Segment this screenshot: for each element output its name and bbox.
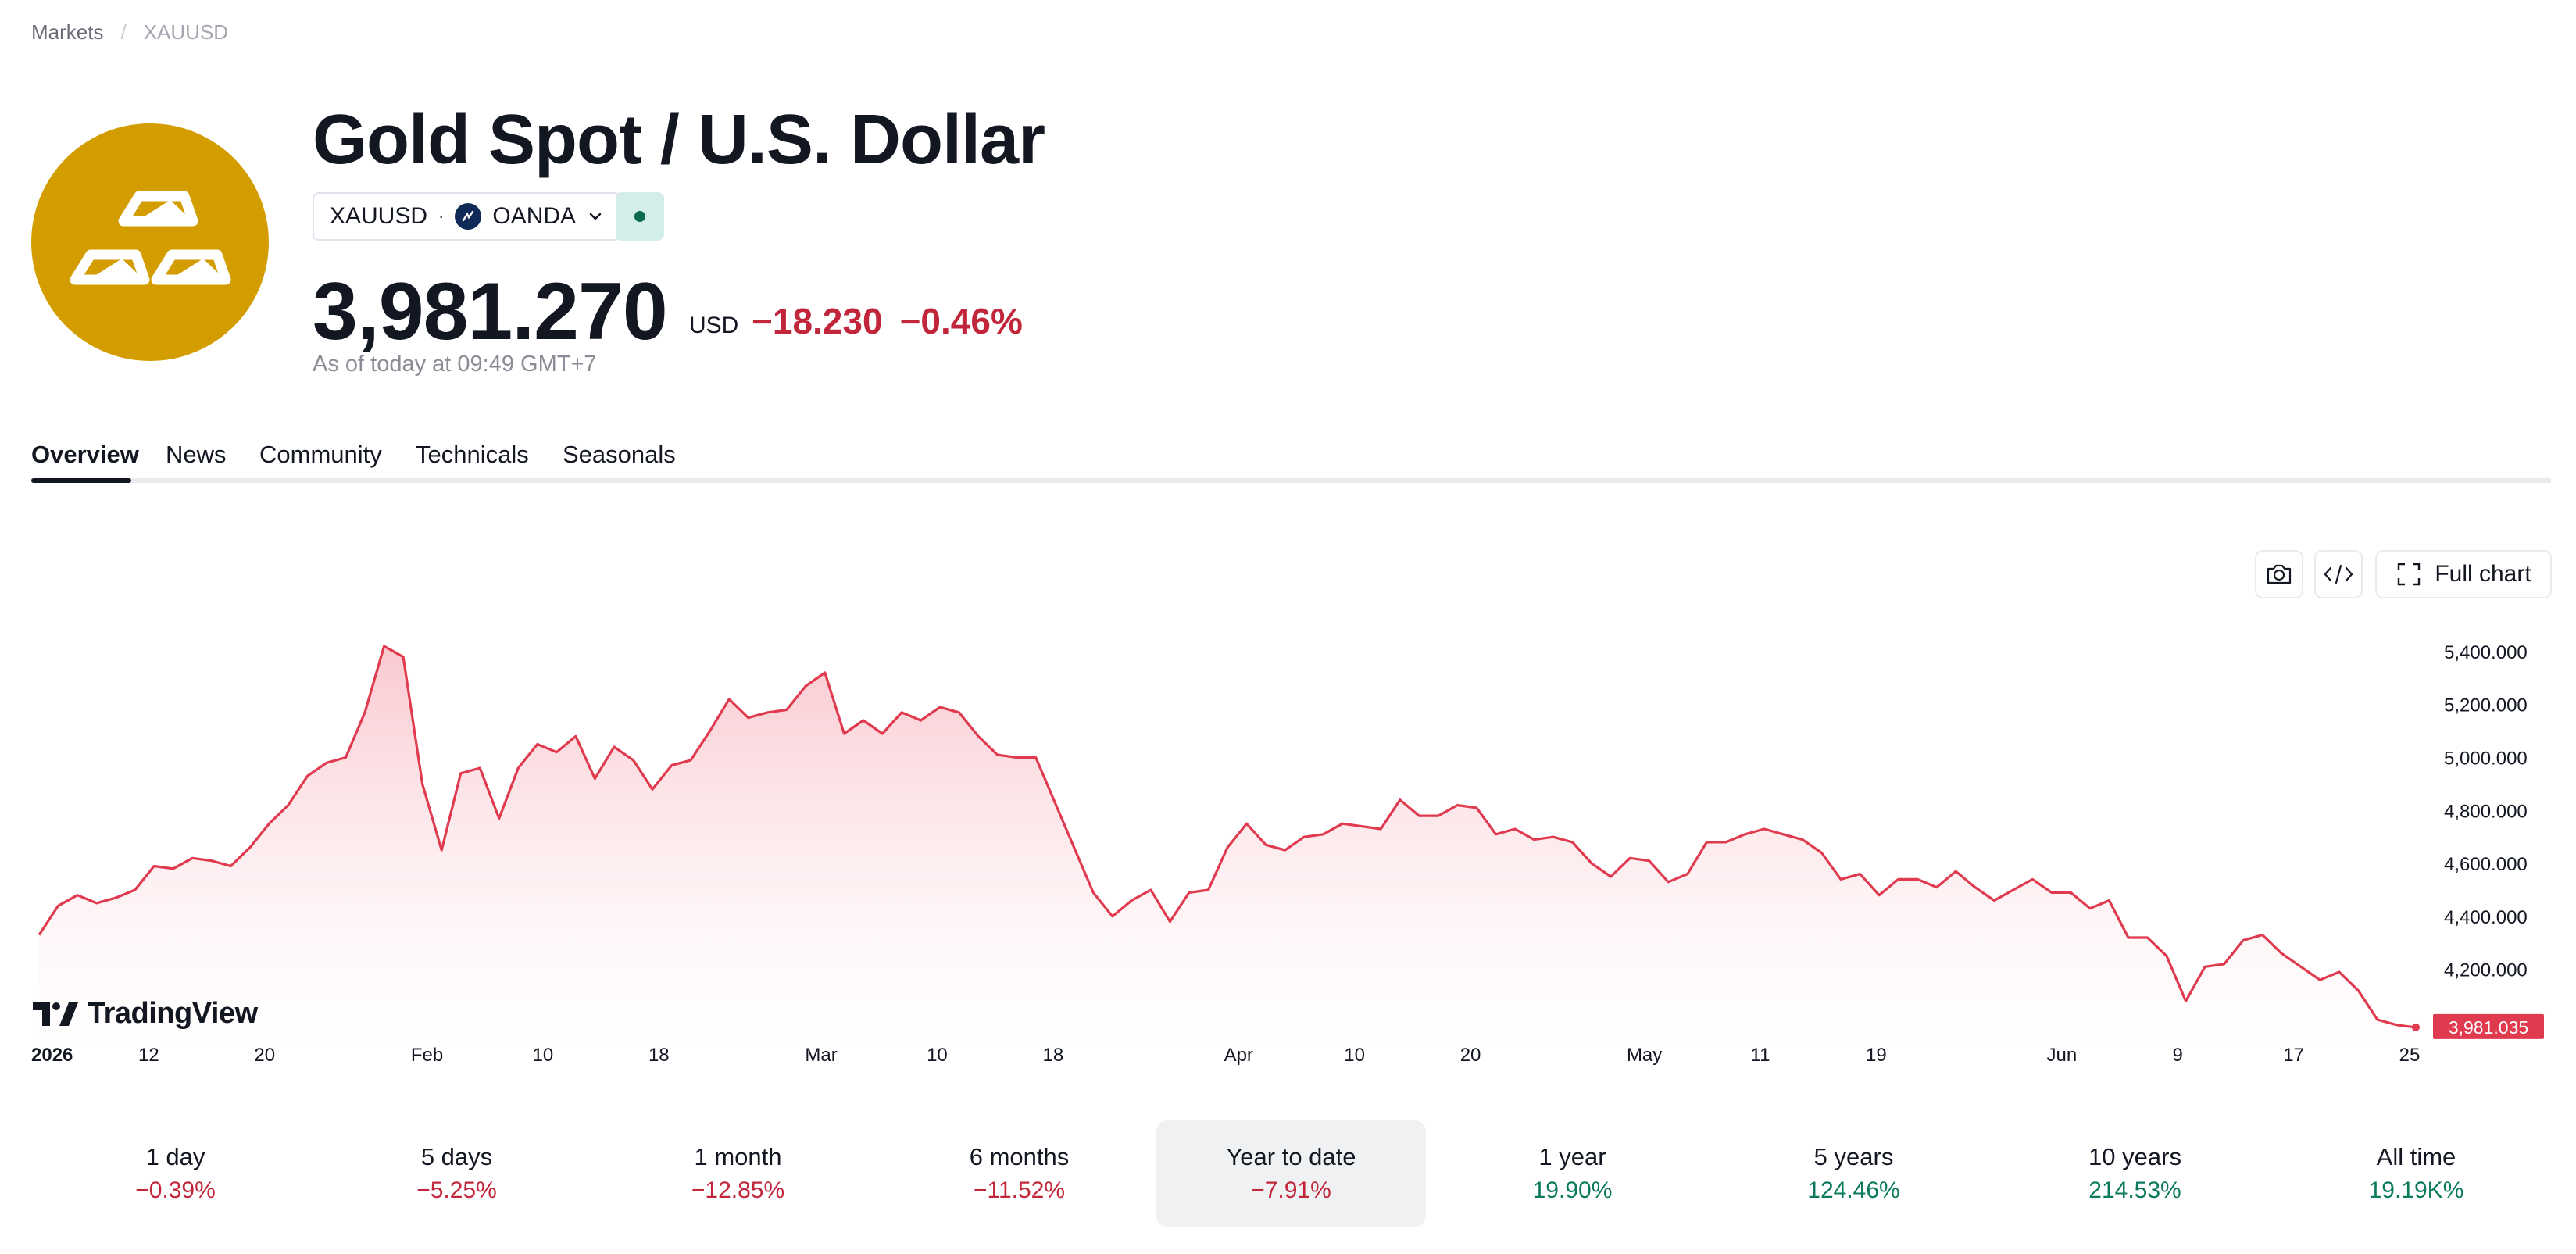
- price-line: [38, 645, 2417, 1029]
- breadcrumb-current: XAUUSD: [143, 20, 229, 44]
- y-axis-tick-label: 5,000.000: [2444, 748, 2528, 769]
- symbol-logo: [31, 123, 269, 361]
- breadcrumb-separator: /: [120, 20, 127, 44]
- change-percent: −0.46%: [899, 301, 1023, 341]
- range-5-years[interactable]: 5 years 124.46%: [1719, 1120, 1988, 1227]
- range-label: 1 year: [1538, 1143, 1606, 1170]
- performance-ranges: 1 day −0.39% 5 days −5.25% 1 month −12.8…: [31, 1120, 2551, 1227]
- tab-news[interactable]: News: [166, 441, 227, 468]
- tab-technicals[interactable]: Technicals: [416, 441, 529, 468]
- x-axis-tick-label: 20: [254, 1045, 275, 1066]
- code-icon: [2324, 564, 2353, 584]
- fullscreen-icon: [2398, 563, 2421, 586]
- market-open-dot: [634, 211, 645, 222]
- breadcrumb: Markets / XAUUSD: [31, 20, 228, 45]
- x-axis-tick-label: 10: [1344, 1045, 1365, 1066]
- range-value: −12.85%: [691, 1177, 785, 1203]
- range-value: −7.91%: [1251, 1177, 1331, 1203]
- last-price-label: 3,981.035: [2433, 1013, 2544, 1039]
- page-title: Gold Spot / U.S. Dollar: [313, 101, 1045, 179]
- tradingview-logo[interactable]: TradingView: [33, 997, 258, 1031]
- full-chart-label: Full chart: [2435, 561, 2531, 587]
- y-axis-tick-label: 4,800.000: [2444, 801, 2528, 822]
- range-value: −11.52%: [973, 1177, 1066, 1203]
- x-axis-tick-label: Jun: [2046, 1045, 2077, 1066]
- broker-name: OANDA: [492, 203, 577, 229]
- x-axis-tick-label: 19: [1866, 1045, 1887, 1066]
- range-1-year[interactable]: 1 year 19.90%: [1438, 1120, 1707, 1227]
- range-1-day[interactable]: 1 day −0.39%: [41, 1120, 310, 1227]
- embed-button[interactable]: [2314, 550, 2363, 598]
- gold-bars-icon: [70, 191, 231, 285]
- y-axis-tick-label: 4,600.000: [2444, 854, 2528, 875]
- range-label: 1 day: [145, 1143, 205, 1170]
- separator-dot: ·: [438, 206, 445, 226]
- active-tab-indicator: [31, 478, 131, 483]
- x-axis-tick-label: 25: [2399, 1045, 2421, 1066]
- snapshot-button[interactable]: [2255, 550, 2303, 598]
- change-absolute: −18.230: [752, 301, 883, 341]
- tab-seasonals[interactable]: Seasonals: [563, 441, 676, 468]
- range-all-time[interactable]: All time 19.19K%: [2281, 1120, 2551, 1227]
- range-value: 19.19K%: [2368, 1177, 2464, 1203]
- price-change: −18.230 −0.46%: [752, 300, 1023, 342]
- full-chart-button[interactable]: Full chart: [2375, 550, 2552, 598]
- symbol-tabs: Overview News Community Technicals Seaso…: [31, 441, 2551, 483]
- range-1-month[interactable]: 1 month −12.85%: [603, 1120, 873, 1227]
- chevron-down-icon: [587, 208, 604, 225]
- price-chart[interactable]: 5,400.000 5,200.000 5,000.000 4,800.000 4,60…: [0, 609, 2576, 1094]
- x-axis-tick-label: 18: [648, 1045, 670, 1066]
- y-axis-tick-label: 4,200.000: [2444, 960, 2528, 981]
- x-axis-tick-label: Apr: [1224, 1045, 1253, 1066]
- range-label: 10 years: [2088, 1143, 2181, 1170]
- range-label: 5 days: [420, 1143, 493, 1170]
- last-price: 3,981.270: [313, 266, 668, 357]
- oanda-icon: [455, 203, 482, 230]
- range-value: −5.25%: [416, 1177, 497, 1203]
- price-area-fill: [39, 646, 2416, 1041]
- x-axis-tick-label: 12: [138, 1045, 159, 1066]
- x-axis-tick-label: 17: [2283, 1045, 2304, 1066]
- x-axis-tick-label: 10: [927, 1045, 948, 1066]
- x-axis-tick-label: May: [1627, 1045, 1662, 1066]
- range-value: 214.53%: [2088, 1177, 2181, 1203]
- range-year-to-date[interactable]: Year to date −7.91%: [1156, 1120, 1426, 1227]
- x-axis-tick-label: 11: [1751, 1045, 1770, 1066]
- x-axis-tick-label: 20: [1460, 1045, 1481, 1066]
- range-label: 6 months: [969, 1143, 1070, 1170]
- y-axis-tick-label: 4,400.000: [2444, 907, 2528, 928]
- range-10-years[interactable]: 10 years 214.53%: [2000, 1120, 2270, 1227]
- range-label: 5 years: [1813, 1143, 1894, 1170]
- tab-overview[interactable]: Overview: [31, 441, 139, 468]
- tradingview-icon: [33, 1002, 78, 1026]
- range-6-months[interactable]: 6 months −11.52%: [884, 1120, 1154, 1227]
- range-value: −0.39%: [135, 1177, 216, 1203]
- x-axis-tick-label: Mar: [805, 1045, 837, 1066]
- x-axis-tick-label: Feb: [411, 1045, 443, 1066]
- tab-community[interactable]: Community: [259, 441, 382, 468]
- last-price-dot: [2412, 1023, 2420, 1031]
- brand-name: TradingView: [88, 997, 258, 1030]
- price-currency: USD: [689, 313, 739, 338]
- camera-icon: [2267, 564, 2292, 584]
- y-axis-tick-label: 5,200.000: [2444, 695, 2528, 716]
- range-5-days[interactable]: 5 days −5.25%: [322, 1120, 591, 1227]
- breadcrumb-markets-link[interactable]: Markets: [31, 20, 104, 44]
- x-axis-tick-label: 9: [2173, 1045, 2183, 1066]
- quote-timestamp: As of today at 09:49 GMT+7: [313, 352, 597, 377]
- y-axis-tick-label: 5,400.000: [2444, 642, 2528, 663]
- market-status-badge[interactable]: [616, 192, 664, 241]
- range-value: 19.90%: [1532, 1177, 1613, 1203]
- symbol-exchange-selector[interactable]: XAUUSD · OANDA: [313, 192, 622, 241]
- symbol-ticker: XAUUSD: [330, 203, 428, 229]
- x-axis-tick-label: 2026: [31, 1045, 73, 1066]
- range-label: Year to date: [1226, 1143, 1356, 1170]
- range-label: 1 month: [694, 1143, 782, 1170]
- x-axis-tick-label: 10: [533, 1045, 554, 1066]
- range-value: 124.46%: [1807, 1177, 1900, 1203]
- x-axis-tick-label: 18: [1042, 1045, 1063, 1066]
- range-label: All time: [2376, 1143, 2456, 1170]
- svg-text:3,981.035: 3,981.035: [2449, 1017, 2528, 1038]
